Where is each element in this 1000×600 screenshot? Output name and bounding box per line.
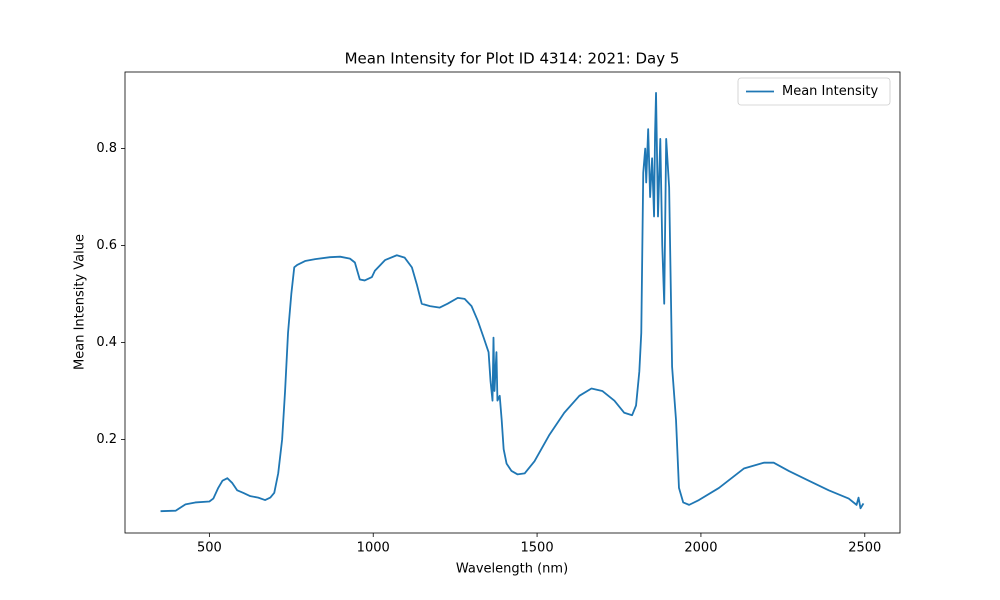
y-tick-label: 0.8 bbox=[96, 141, 117, 156]
legend-box bbox=[737, 77, 891, 106]
x-tick-label: 2000 bbox=[684, 541, 717, 556]
x-tick-label: 1000 bbox=[357, 541, 390, 556]
legend-label: Mean Intensity bbox=[782, 84, 878, 99]
data-line bbox=[160, 91, 865, 513]
y-tick-label: 0.4 bbox=[96, 335, 117, 350]
x-tick-label: 2500 bbox=[848, 541, 881, 556]
x-tick-label: 500 bbox=[197, 541, 222, 556]
y-tick-label: 0.2 bbox=[96, 432, 117, 447]
y-tick-label: 0.6 bbox=[96, 238, 117, 253]
y-axis-label: Mean Intensity Value bbox=[73, 234, 88, 370]
chart-title: Mean Intensity for Plot ID 4314: 2021: D… bbox=[345, 50, 680, 68]
x-axis-label: Wavelength (nm) bbox=[456, 562, 568, 577]
plot-frame bbox=[124, 71, 901, 534]
x-tick-label: 1500 bbox=[521, 541, 554, 556]
